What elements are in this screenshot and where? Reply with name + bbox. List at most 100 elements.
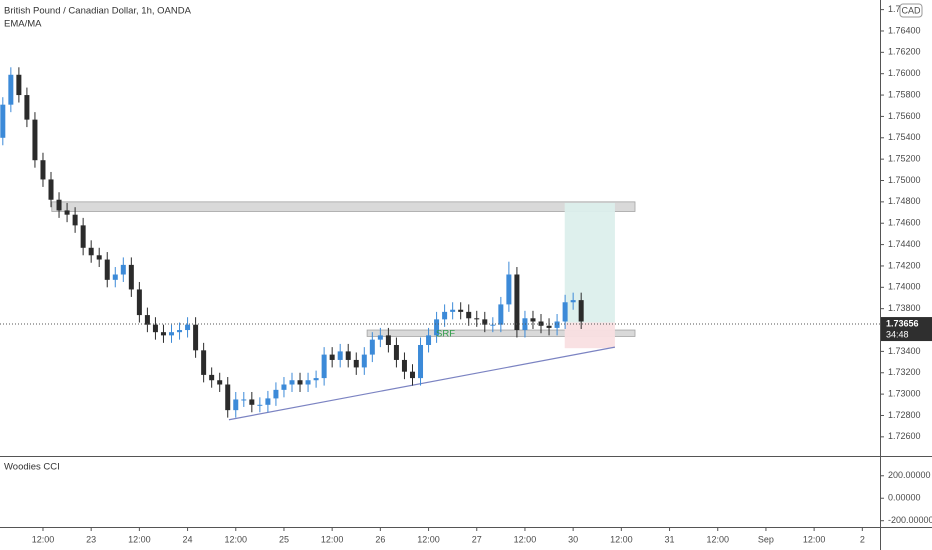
candle-body	[458, 309, 464, 312]
candle-body	[377, 335, 383, 340]
x-tick-label: 24	[183, 534, 193, 544]
annotation-label: SRF	[436, 329, 455, 340]
y-tick-label: 1.73200	[888, 367, 921, 377]
cci-title: Woodies CCI	[4, 462, 60, 473]
x-tick-label: 12:00	[417, 534, 440, 544]
candle-body	[209, 374, 215, 381]
candle-body	[321, 354, 327, 379]
y-tick-label: 1.73400	[888, 346, 921, 356]
candle-body	[418, 344, 424, 379]
x-tick-label: 30	[568, 534, 578, 544]
candle-body	[562, 302, 568, 322]
candle-body	[64, 210, 70, 215]
candle-body	[361, 354, 367, 368]
x-tick-label: 12:00	[706, 534, 729, 544]
candle-body	[273, 389, 279, 399]
zone	[564, 202, 615, 323]
candle-body	[88, 247, 94, 256]
candle-body	[289, 380, 295, 385]
candle-body	[48, 179, 54, 200]
x-tick-label: 12:00	[321, 534, 344, 544]
candle-body	[177, 330, 183, 333]
candle-body	[353, 359, 359, 368]
y-tick-label: 1.74000	[888, 282, 921, 292]
candle-body	[144, 315, 150, 325]
x-tick-label: Sep	[758, 534, 774, 544]
candle-body	[369, 339, 375, 355]
candle-body	[201, 350, 207, 375]
candle-body	[136, 289, 142, 316]
candle-body	[249, 399, 255, 405]
zone	[564, 322, 615, 349]
candle-body	[570, 300, 576, 303]
candle-body	[217, 380, 223, 385]
candle-body	[16, 74, 22, 96]
candle-body	[120, 264, 126, 275]
candle-body	[578, 300, 584, 322]
candle-body	[169, 332, 175, 336]
candle-body	[56, 199, 62, 211]
y-tick-label: 1.72600	[888, 431, 921, 441]
candle-body	[193, 324, 199, 351]
candle-body	[265, 398, 271, 405]
x-tick-label: 2	[860, 534, 865, 544]
plot-area	[0, 67, 880, 421]
candle-body	[313, 378, 319, 381]
candle-body	[297, 380, 303, 385]
candle-body	[257, 404, 263, 406]
candle-body	[32, 119, 38, 161]
x-tick-label: 12:00	[610, 534, 633, 544]
y-tick-label: 1.74400	[888, 239, 921, 249]
currency-badge[interactable]	[899, 3, 923, 18]
candle-body	[128, 264, 134, 290]
y-tick-label: 1.73800	[888, 303, 921, 313]
zone	[51, 201, 636, 212]
candle-body	[112, 274, 118, 280]
candle-body	[482, 319, 488, 325]
x-tick-label: 12:00	[803, 534, 826, 544]
candle-body	[281, 384, 287, 390]
candle-body	[434, 319, 440, 336]
candle-body	[514, 274, 520, 331]
candle-body	[490, 324, 496, 326]
y-tick-label: 1.76000	[888, 68, 921, 78]
candle-body	[385, 335, 391, 345]
candle-body	[442, 311, 448, 320]
x-tick-label: 27	[472, 534, 482, 544]
x-tick-label: 12:00	[514, 534, 537, 544]
y-tick-label: 1.75800	[888, 89, 921, 99]
candle-body	[337, 351, 343, 360]
y-tick-label: 1.76200	[888, 47, 921, 57]
chart-title: British Pound / Canadian Dollar, 1h, OAN…	[4, 6, 192, 17]
candle-body	[498, 304, 504, 325]
x-tick-label: 23	[86, 534, 96, 544]
candle-body	[345, 351, 351, 360]
y-tick-label: 1.72800	[888, 410, 921, 420]
candle-body	[160, 332, 166, 336]
y-tick-label: 1.73000	[888, 388, 921, 398]
candle-body	[225, 384, 231, 411]
currency-label[interactable]: CAD	[901, 5, 921, 15]
cci-tick-label: 200.00000	[888, 470, 931, 480]
x-tick-label: 12:00	[32, 534, 55, 544]
trendline	[228, 346, 616, 421]
candle-body	[40, 160, 46, 180]
x-tick-label: 25	[279, 534, 289, 544]
y-tick-label: 1.76400	[888, 25, 921, 35]
y-tick-label: 1.75600	[888, 111, 921, 121]
candle-body	[466, 311, 472, 319]
candle-body	[530, 318, 536, 322]
candle-body	[450, 309, 456, 312]
candle-body	[152, 324, 158, 333]
candle-body	[104, 259, 110, 280]
y-tick-label: 1.74800	[888, 196, 921, 206]
candle-body	[409, 371, 415, 379]
candle-body	[185, 324, 191, 331]
cci-tick-label: -200.00000	[888, 515, 932, 525]
candle-body	[241, 399, 247, 401]
countdown-label: 34:48	[886, 329, 909, 339]
candle-body	[0, 104, 6, 138]
x-tick-label: 26	[375, 534, 385, 544]
candle-body	[393, 344, 399, 360]
